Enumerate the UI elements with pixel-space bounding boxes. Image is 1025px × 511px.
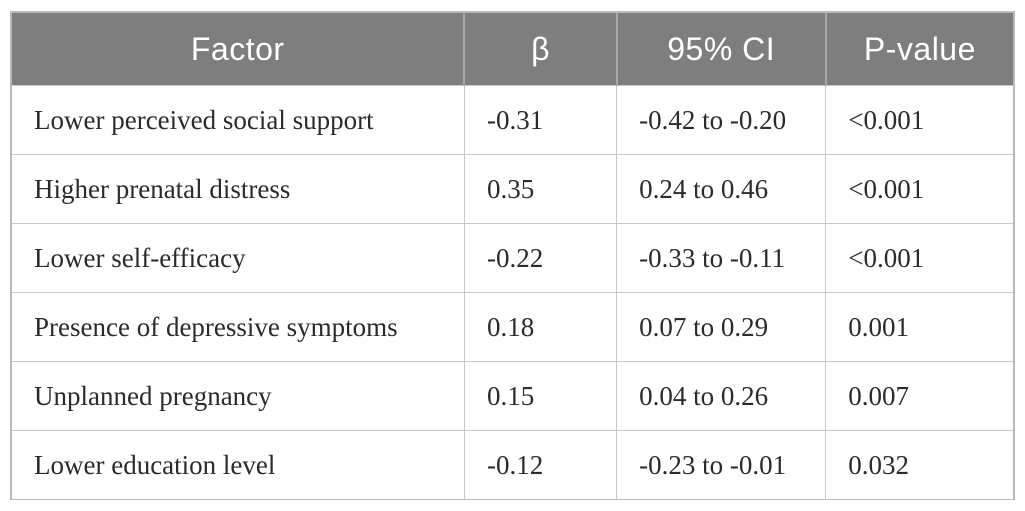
cell-beta: -0.12	[463, 430, 618, 499]
table-row: Unplanned pregnancy 0.15 0.04 to 0.26 0.…	[12, 361, 1013, 431]
cell-pvalue: 0.001	[825, 292, 1013, 362]
cell-beta: 0.18	[463, 292, 618, 362]
cell-factor: Lower perceived social support	[12, 85, 465, 155]
cell-pvalue: <0.001	[825, 223, 1013, 293]
cell-factor: Lower education level	[12, 430, 465, 499]
column-header-factor: Factor	[12, 13, 465, 86]
cell-ci: 0.07 to 0.29	[616, 292, 827, 362]
table-row: Lower education level -0.12 -0.23 to -0.…	[12, 430, 1013, 499]
cell-beta: 0.35	[463, 154, 618, 224]
cell-factor: Lower self-efficacy	[12, 223, 465, 293]
table-row: Higher prenatal distress 0.35 0.24 to 0.…	[12, 154, 1013, 224]
cell-pvalue: 0.032	[825, 430, 1013, 499]
cell-factor: Presence of depressive symptoms	[12, 292, 465, 362]
cell-beta: 0.15	[463, 361, 618, 431]
regression-table-container: Factor β 95% CI P-value Lower perceived …	[10, 11, 1015, 500]
table-row: Presence of depressive symptoms 0.18 0.0…	[12, 292, 1013, 362]
regression-table: Factor β 95% CI P-value Lower perceived …	[12, 13, 1013, 499]
cell-beta: -0.31	[463, 85, 618, 155]
cell-ci: -0.33 to -0.11	[616, 223, 827, 293]
table-body: Lower perceived social support -0.31 -0.…	[12, 85, 1013, 499]
table-row: Lower self-efficacy -0.22 -0.33 to -0.11…	[12, 223, 1013, 293]
cell-beta: -0.22	[463, 223, 618, 293]
cell-ci: 0.04 to 0.26	[616, 361, 827, 431]
table-header: Factor β 95% CI P-value	[12, 13, 1013, 86]
column-header-pvalue: P-value	[824, 13, 1013, 86]
cell-factor: Unplanned pregnancy	[12, 361, 465, 431]
column-header-ci: 95% CI	[615, 13, 826, 86]
cell-factor: Higher prenatal distress	[12, 154, 465, 224]
cell-pvalue: 0.007	[825, 361, 1013, 431]
cell-ci: -0.42 to -0.20	[616, 85, 827, 155]
cell-ci: 0.24 to 0.46	[616, 154, 827, 224]
cell-pvalue: <0.001	[825, 85, 1013, 155]
column-header-beta: β	[463, 13, 617, 86]
cell-ci: -0.23 to -0.01	[616, 430, 827, 499]
table-row: Lower perceived social support -0.31 -0.…	[12, 85, 1013, 155]
cell-pvalue: <0.001	[825, 154, 1013, 224]
header-row: Factor β 95% CI P-value	[12, 13, 1013, 86]
